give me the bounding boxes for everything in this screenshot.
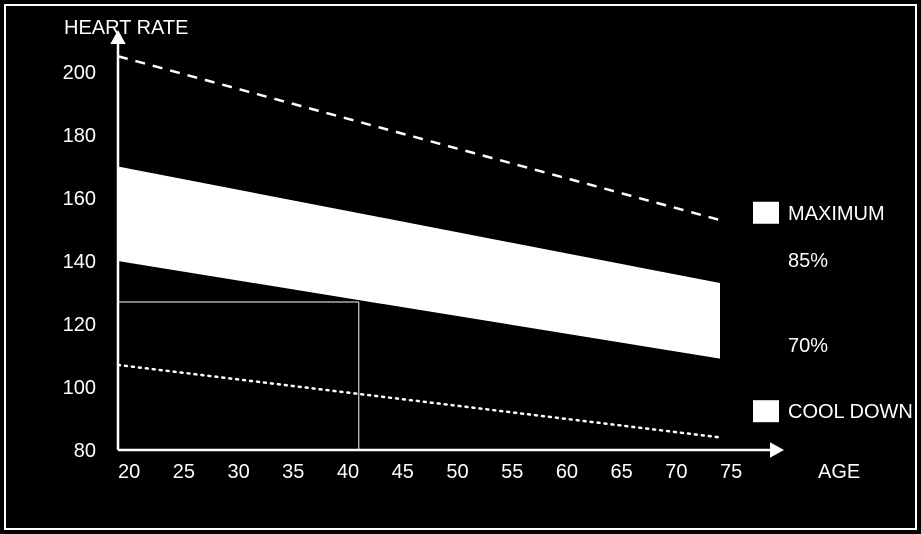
x-axis-arrow xyxy=(770,442,784,457)
cooldown-line xyxy=(118,365,720,437)
y-tick-label: 140 xyxy=(63,251,96,273)
x-tick-label: 20 xyxy=(118,461,140,483)
y-tick-label: 160 xyxy=(63,188,96,210)
x-tick-label: 75 xyxy=(720,461,742,483)
legend-label-70: 70% xyxy=(788,335,828,357)
y-tick-label: 200 xyxy=(63,62,96,84)
x-tick-label: 45 xyxy=(392,461,414,483)
x-tick-label: 35 xyxy=(282,461,304,483)
x-tick-label: 40 xyxy=(337,461,359,483)
legend-label-maximum: MAXIMUM xyxy=(788,203,885,225)
x-tick-label: 50 xyxy=(446,461,468,483)
legend-label-85: 85% xyxy=(788,250,828,272)
y-tick-label: 100 xyxy=(63,377,96,399)
x-tick-label: 25 xyxy=(173,461,195,483)
y-tick-label: 80 xyxy=(74,440,96,462)
x-tick-label: 60 xyxy=(556,461,578,483)
y-tick-label: 180 xyxy=(63,125,96,147)
legend-label-cooldown: COOL DOWN xyxy=(788,401,913,423)
x-tick-label: 30 xyxy=(227,461,249,483)
legend-swatch-maximum xyxy=(753,202,779,224)
heart-rate-chart: 80 100 120 140 160 180 200 20 25 30 35 40 45 50 55 60 65… xyxy=(0,0,921,534)
y-axis-title: HEART RATE xyxy=(64,17,188,39)
legend-swatch-cooldown xyxy=(753,400,779,422)
y-tick-label: 120 xyxy=(63,314,96,336)
x-axis-title: AGE xyxy=(818,461,860,483)
x-tick-label: 70 xyxy=(665,461,687,483)
x-tick-label: 65 xyxy=(611,461,633,483)
x-tick-label: 55 xyxy=(501,461,523,483)
